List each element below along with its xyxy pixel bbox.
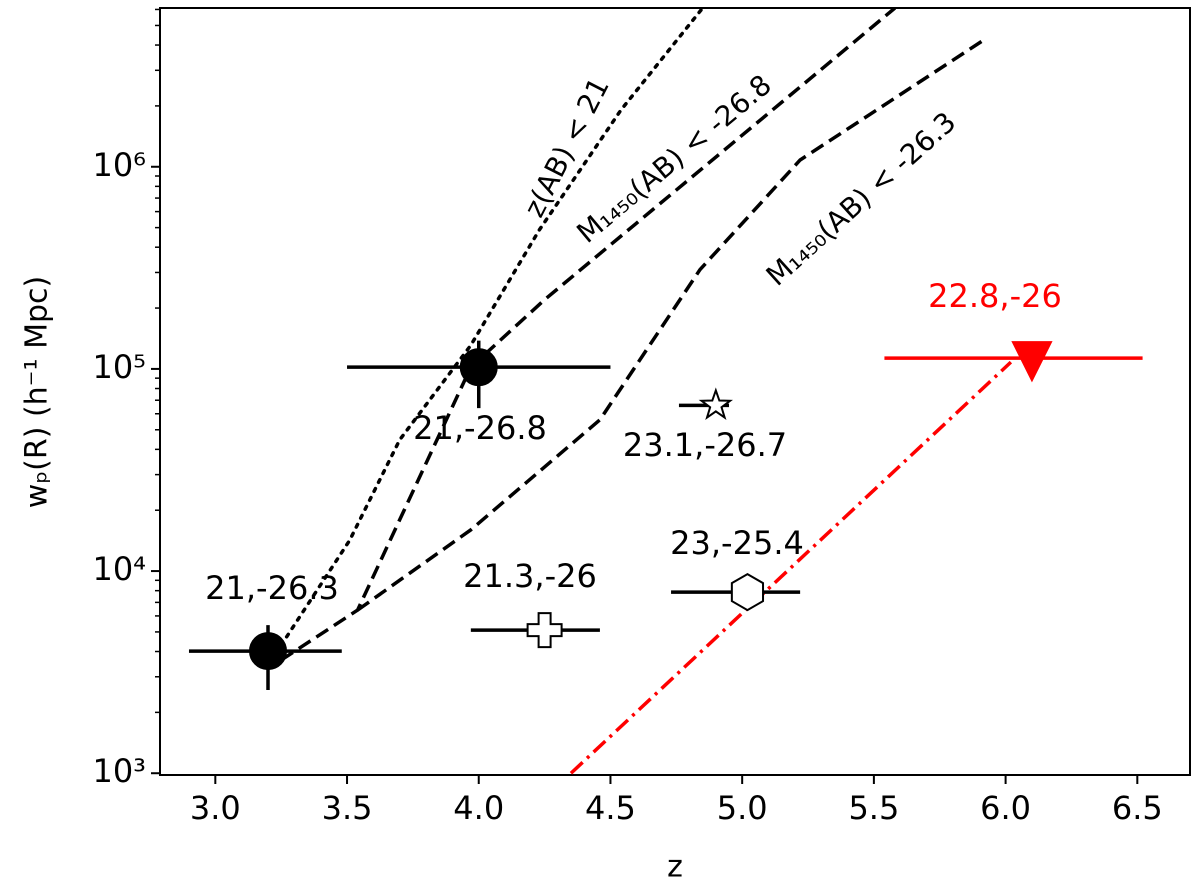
marker [698, 387, 733, 420]
y-tick-label: 10⁵ [92, 348, 146, 386]
x-tick-label: 5.5 [848, 789, 899, 827]
line-annotation: M₁₄₅₀(AB) < -26.3 [760, 105, 963, 292]
x-tick-label: 4.5 [585, 789, 636, 827]
point-label: 23.1,-26.7 [623, 426, 787, 464]
point-label: 21,-26.8 [413, 409, 547, 447]
x-tick-label: 3.0 [190, 789, 241, 827]
y-tick-label: 10⁴ [92, 550, 146, 588]
y-tick-label: 10⁶ [92, 146, 146, 184]
point-label: 21.3,-26 [463, 557, 597, 595]
lines [279, 8, 1013, 775]
y-axis-label: wₚ(R) (h⁻¹ Mpc) [20, 276, 55, 508]
marker [730, 572, 765, 612]
curve [569, 360, 1013, 775]
y-tick-label: 10³ [92, 752, 146, 790]
curve [356, 38, 986, 612]
curve [279, 8, 705, 647]
x-tick-label: 6.5 [1112, 789, 1163, 827]
point-label: 22.8,-26 [928, 277, 1062, 315]
x-tick-label: 4.0 [453, 789, 504, 827]
x-tick-label: 3.5 [322, 789, 373, 827]
point-label: 23,-25.4 [670, 524, 804, 562]
x-axis-label: z [667, 850, 683, 885]
x-tick-label: 5.0 [717, 789, 768, 827]
x-tick-label: 6.0 [980, 789, 1031, 827]
marker [459, 348, 498, 387]
point-label: 21,-26.3 [205, 569, 339, 607]
marker [526, 612, 563, 649]
marker [1011, 341, 1053, 383]
marker [249, 632, 288, 671]
plot-frame [159, 7, 1191, 776]
